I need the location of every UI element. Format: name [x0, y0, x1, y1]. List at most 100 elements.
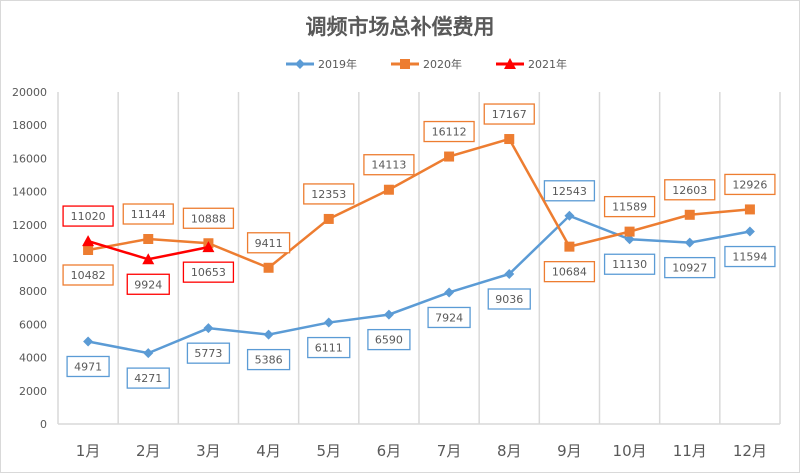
data-label-box [307, 336, 351, 359]
y-tick-label: 14000 [12, 186, 47, 199]
data-point [744, 226, 755, 237]
data-point [383, 309, 394, 320]
legend-label: 2019年 [318, 57, 357, 71]
data-label: 10653 [191, 266, 226, 279]
x-tick-label: 7月 [437, 442, 462, 460]
x-tick-label: 6月 [377, 442, 402, 460]
data-point [684, 237, 695, 248]
data-label-box [126, 273, 170, 295]
data-label-box [246, 348, 291, 371]
data-point [504, 134, 515, 145]
data-label: 12353 [311, 188, 346, 201]
data-point [504, 269, 515, 280]
data-label: 11130 [612, 258, 647, 271]
data-point [83, 336, 94, 347]
legend-marker [504, 58, 516, 69]
data-point [202, 241, 215, 253]
data-point [744, 204, 755, 215]
data-point [564, 241, 575, 252]
data-point [203, 323, 214, 334]
data-label: 11020 [71, 210, 106, 223]
data-label: 12543 [552, 185, 587, 198]
y-tick-label: 4000 [19, 352, 47, 365]
data-label: 4271 [134, 372, 162, 385]
data-point [624, 234, 635, 245]
data-label-box [62, 205, 114, 227]
data-label-box [483, 103, 535, 125]
x-tick-label: 9月 [557, 442, 582, 460]
data-point [143, 348, 154, 359]
data-point [143, 234, 154, 245]
data-label-box [182, 261, 235, 283]
data-label: 7924 [435, 311, 463, 324]
x-tick-label: 12月 [733, 442, 767, 460]
y-tick-label: 16000 [12, 152, 47, 165]
data-label-box [246, 232, 291, 254]
data-point [323, 317, 334, 328]
data-label: 12926 [732, 178, 767, 191]
data-label: 12603 [672, 184, 707, 197]
y-tick-label: 6000 [19, 318, 47, 331]
data-label-box [664, 179, 716, 201]
data-point [444, 287, 455, 298]
data-label: 9924 [134, 278, 162, 291]
data-point [82, 235, 95, 247]
chart-title: 调频市场总补偿费用 [306, 15, 495, 39]
data-label: 6590 [375, 334, 403, 347]
data-point [684, 209, 695, 220]
x-tick-label: 5月 [316, 442, 341, 460]
data-label: 5773 [194, 347, 222, 360]
data-label-box [126, 367, 170, 389]
data-label: 10482 [71, 269, 106, 282]
data-label-box [664, 256, 716, 279]
series-line-2019年 [87, 214, 751, 355]
data-label-box [122, 203, 174, 225]
x-tick-label: 11月 [673, 442, 707, 460]
data-label: 6111 [315, 342, 343, 355]
data-label: 14113 [371, 159, 406, 172]
data-label: 11589 [612, 201, 647, 214]
data-label-box [724, 245, 776, 268]
x-tick-label: 2月 [136, 442, 161, 460]
data-point [263, 329, 274, 340]
data-point [263, 262, 274, 273]
data-label-box [367, 328, 411, 351]
data-label-box [427, 306, 471, 329]
data-label-box [543, 180, 596, 202]
data-point [83, 244, 94, 255]
data-label: 11594 [732, 251, 767, 264]
data-label-box [724, 173, 776, 196]
data-label-box [603, 253, 656, 275]
y-tick-label: 18000 [12, 119, 47, 132]
data-point [383, 184, 394, 195]
data-label: 11144 [131, 208, 166, 221]
data-label-box [182, 207, 235, 229]
data-label: 10927 [672, 262, 707, 275]
series-line-2020年 [87, 137, 751, 270]
data-label-box [423, 120, 475, 143]
data-label: 10888 [191, 212, 226, 225]
data-point [624, 226, 635, 237]
y-tick-label: 8000 [19, 285, 47, 298]
x-tick-label: 1月 [76, 442, 101, 460]
data-point [142, 253, 155, 265]
data-label-box [487, 288, 531, 310]
y-tick-label: 2000 [19, 385, 47, 398]
y-tick-label: 10000 [12, 252, 47, 265]
data-label-box [303, 183, 355, 205]
x-tick-label: 10月 [613, 442, 647, 460]
legend-label: 2020年 [423, 57, 462, 71]
data-label-box [66, 355, 110, 378]
data-point [444, 151, 455, 162]
data-point [323, 213, 334, 224]
data-label: 5386 [255, 354, 283, 367]
x-tick-label: 8月 [497, 442, 522, 460]
data-label: 17167 [492, 108, 527, 121]
y-tick-label: 20000 [12, 86, 47, 99]
data-label: 9036 [495, 293, 523, 306]
data-label: 16112 [432, 126, 467, 139]
legend-marker [400, 59, 410, 69]
x-tick-label: 4月 [256, 442, 281, 460]
